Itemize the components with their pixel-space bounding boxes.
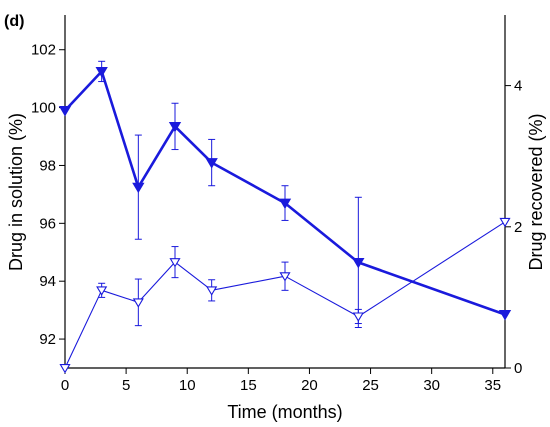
series-layer bbox=[58, 60, 512, 374]
right-y-tick-label: 4 bbox=[514, 78, 522, 95]
data-point-marker bbox=[278, 198, 292, 210]
right-y-axis-title: Drug recovered (%) bbox=[526, 113, 546, 270]
data-point-marker bbox=[352, 257, 365, 269]
x-axis-title: Time (months) bbox=[227, 402, 342, 422]
data-point-marker bbox=[58, 106, 72, 117]
data-point-marker bbox=[279, 272, 291, 282]
x-tick-label: 15 bbox=[240, 377, 257, 394]
data-point-marker bbox=[132, 182, 145, 194]
data-point-marker bbox=[95, 66, 108, 78]
data-point-marker bbox=[499, 217, 511, 228]
x-tick-label: 10 bbox=[179, 377, 196, 394]
x-tick-label: 20 bbox=[301, 377, 318, 394]
data-point-marker bbox=[132, 298, 144, 308]
data-point-marker bbox=[205, 158, 218, 169]
x-tick-label: 0 bbox=[61, 377, 69, 394]
data-point-marker bbox=[498, 310, 512, 321]
right-y-tick-label: 0 bbox=[514, 360, 522, 377]
x-tick-label: 30 bbox=[423, 377, 440, 394]
right-y-tick-label: 2 bbox=[514, 219, 522, 236]
left-y-tick-label: 100 bbox=[31, 100, 56, 117]
series-drug-recovered bbox=[59, 217, 511, 374]
left-y-axis-title: Drug in solution (%) bbox=[6, 113, 26, 271]
x-tick-label: 35 bbox=[484, 377, 501, 394]
data-point-marker bbox=[59, 363, 71, 374]
left-y-tick-label: 94 bbox=[39, 273, 56, 290]
x-tick-label: 5 bbox=[122, 377, 130, 394]
ticks: 0 5 10 15 20 25 30 35 92 94 96 98 100 102 0 2 4 bbox=[31, 42, 522, 394]
data-point-marker bbox=[168, 121, 182, 133]
panel-label: (d) bbox=[4, 13, 24, 30]
series-line bbox=[64, 70, 506, 316]
left-y-tick-label: 102 bbox=[31, 42, 56, 59]
series-line bbox=[64, 221, 506, 369]
left-y-tick-label: 98 bbox=[39, 157, 56, 174]
data-point-marker bbox=[352, 312, 364, 322]
series-drug-in-solution bbox=[58, 60, 512, 328]
data-point-marker bbox=[96, 286, 108, 296]
data-point-marker bbox=[206, 286, 218, 296]
data-point-marker bbox=[169, 258, 181, 268]
left-y-tick-label: 92 bbox=[39, 331, 56, 348]
left-y-tick-label: 96 bbox=[39, 215, 56, 232]
x-tick-label: 25 bbox=[362, 377, 379, 394]
